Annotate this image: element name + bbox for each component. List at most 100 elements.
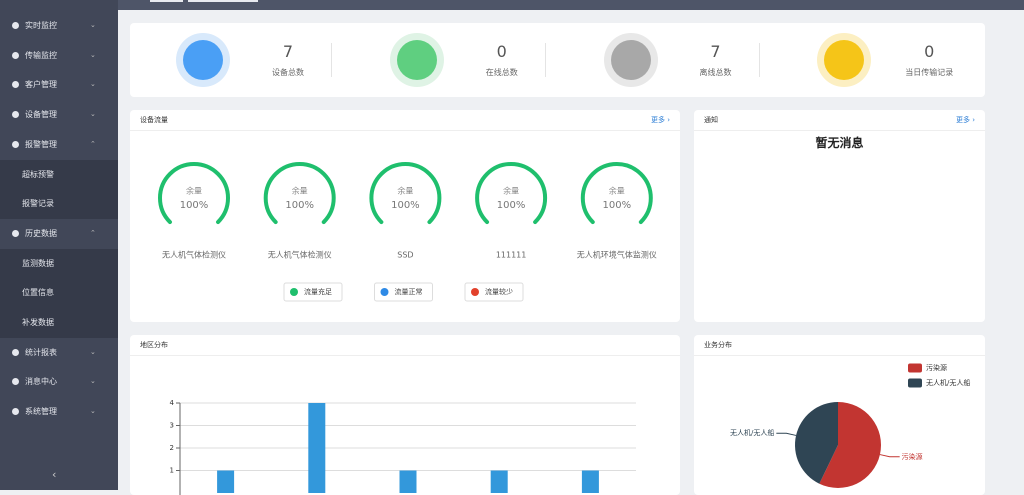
card-title: 地区分布 [140,341,168,349]
menu-icon [12,140,19,148]
separator [758,43,760,77]
legend-dot [380,288,389,296]
stat-icon [603,33,658,87]
menu-arrow: ⌃ [90,228,96,237]
stat-icon-inner [824,40,865,80]
legend-dot [290,288,298,296]
stat-label: 在线总数 [485,68,518,77]
separator [544,43,546,77]
label-line [776,432,797,436]
legend-button[interactable] [283,282,343,302]
top-bar [0,0,1024,10]
collapse-button[interactable]: ‹ [52,468,57,481]
menu-icon [12,348,19,356]
gauge-label: 余量 [186,186,202,196]
top-button[interactable] [150,0,183,2]
submenu-item[interactable]: 报警记录 [0,189,118,219]
submenu-item[interactable]: 监测数据 [0,248,118,279]
legend-button[interactable] [464,282,524,302]
separator [331,43,332,77]
gauge-arc [263,162,336,225]
device-flow-card: 设备流量 更多 › 余量 100% 无人机气体检测仪 余量 100% 无人机气体检测仪 余量… [130,110,680,322]
stat-icon [817,33,872,87]
menu-arrow: ⌄ [90,21,96,29]
stat-value: 0 [924,42,935,61]
menu-item[interactable]: 报警管理 ⌃ [0,130,118,160]
gauge-value: 100% [497,200,526,211]
menu-arrow: ⌄ [90,377,96,386]
menu-arrow: ⌄ [90,347,96,356]
stat-label: 设备总数 [272,68,304,77]
menu-item[interactable]: 统计报表 ⌄ [0,338,118,368]
card-title: 设备流量 [140,116,168,124]
menu-label: 统计报表 [25,347,57,357]
y-tick-label: 2 [170,444,174,452]
menu-arrow: ⌄ [90,80,96,89]
stat-label: 离线总数 [699,68,732,77]
card-title: 通知 [704,116,718,124]
top-button[interactable] [188,0,258,2]
more-link[interactable]: 更多 › [955,116,975,124]
y-tick-label: 4 [170,399,175,407]
menu-label: 设备管理 [25,110,57,120]
menu-item[interactable]: 传输监控 ⌄ [0,41,118,71]
divider [130,130,680,131]
gauge-arc [475,162,548,225]
submenu-item[interactable]: 补发数据 [0,308,118,338]
legend-label: 流量充足 [304,287,332,296]
submenu-item[interactable]: 位置信息 [0,278,118,308]
legend-button[interactable] [374,282,433,302]
bar [490,470,508,493]
region-card: 地区分布 1 2 3 4 [130,335,680,495]
legend-label: 无人机/无人船 [926,378,970,387]
more-text[interactable]: 更多 [650,116,665,124]
gauge-arc [158,162,230,225]
bar [399,470,417,493]
menu-label: 实时监控 [25,21,57,30]
stat-icon-inner [396,40,437,80]
menu-label: 系统管理 [25,407,57,417]
menu-icon [12,111,19,119]
legend-label: 流量较少 [485,287,513,296]
divider [694,355,985,356]
menu-label: 消息中心 [25,377,57,387]
menu-item[interactable]: 设备管理 ⌄ [0,100,118,130]
submenu-item[interactable]: 超标预警 [0,159,118,190]
submenu-label: 监测数据 [22,258,54,268]
gauge-label: 余量 [397,186,413,196]
gauge-name: SSD [397,251,413,260]
gauge-name: 无人机气体检测仪 [268,250,332,260]
gauge-label: 余量 [292,186,308,196]
stat-icon [389,33,444,87]
gauge-chart: 余量100%无人机气体检测仪余量100%无人机气体检测仪余量100%SSD余量1… [158,162,657,302]
legend-label: 污染源 [926,363,947,372]
menu-item[interactable]: 系统管理 ⌄ [0,397,118,427]
gauge-value: 100% [285,200,314,211]
menu-item[interactable]: 客户管理 ⌄ [0,70,118,100]
empty-message: 暂无消息 [815,136,864,150]
menu-item[interactable]: 实时监控 ⌄ [0,11,118,41]
menu-item[interactable]: 历史数据 ⌃ [0,219,118,249]
menu-icon [12,81,19,89]
menu-item[interactable]: 消息中心 ⌄ [0,367,118,397]
more-text[interactable]: 更多 [955,116,970,124]
y-tick-label: 3 [170,422,174,430]
menu-icon [12,22,19,29]
more-link[interactable]: 更多 › [650,116,670,124]
legend-swatch [908,363,922,373]
bar-chart: 1 2 3 4 [170,399,636,495]
gauge-value: 100% [391,200,420,211]
submenu-label: 报警记录 [22,199,54,209]
stats-card: 7 设备总数 0 在线总数 7 离线总数 0 当日传输记录 [130,23,985,97]
menu-icon [12,229,19,237]
pie-slice [795,402,838,484]
gauge-arc [369,162,442,225]
legend-swatch [908,378,922,388]
menu-label: 传输监控 [25,50,57,60]
divider [130,355,680,356]
slice-label: 无人机/无人船 [730,428,774,437]
menu-icon [12,378,19,386]
submenu-label: 位置信息 [22,288,54,298]
sidebar: ‹ 实时监控 ⌄ 传输监控 ⌄ 客户管理 ⌄ 设备管理 ⌄ 报警管理 ⌃ 超标预警 报警记录 历史数据 ⌃… [0,0,118,490]
